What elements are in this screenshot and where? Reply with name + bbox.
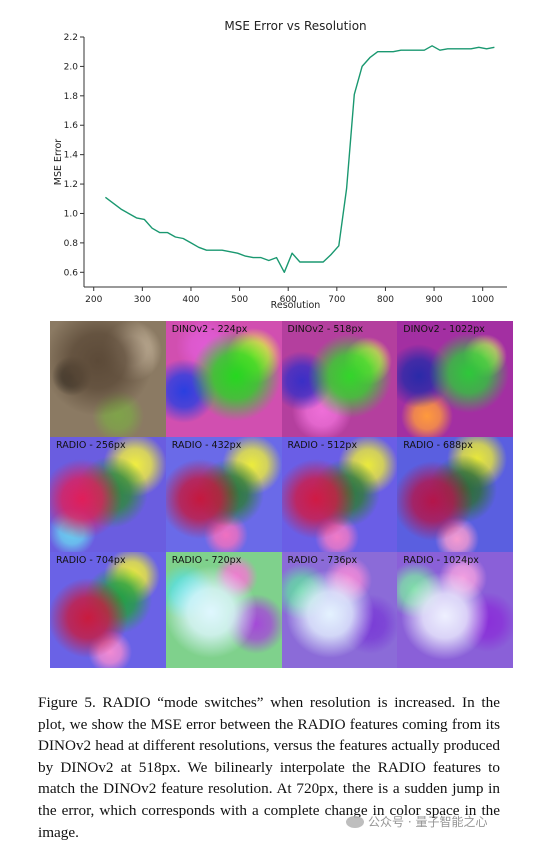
y-tick-label: 1.4	[64, 151, 79, 161]
feature-map-tile: RADIO - 704px	[50, 552, 166, 668]
y-tick-label: 1.6	[64, 121, 79, 131]
y-tick-label: 2.0	[64, 62, 79, 72]
tile-label: RADIO - 1024px	[403, 555, 479, 567]
x-tick-label: 400	[182, 295, 199, 305]
wechat-icon	[346, 815, 364, 828]
watermark-text: 公众号 · 量子智能之心	[368, 815, 488, 829]
tile-label: RADIO - 512px	[287, 439, 358, 451]
tile-label: DINOv2 - 224px	[171, 324, 248, 335]
y-tick-label: 1.2	[64, 180, 78, 190]
tile-label: RADIO - 736px	[287, 555, 358, 567]
x-tick-label: 500	[231, 295, 248, 305]
tile-label: RADIO - 720px	[171, 555, 242, 567]
input-image-tile	[50, 321, 166, 437]
tile-label: RADIO - 704px	[56, 555, 126, 567]
feature-map-tile: RADIO - 432px	[165, 436, 282, 553]
mse-line-chart: 200 300 400 500 600 700 800 900 1000 0.6 0.8 1.0 1.2…	[53, 19, 507, 311]
feature-map-tile: DINOv2 - 518px	[281, 321, 398, 437]
tile-label: RADIO - 432px	[171, 439, 242, 451]
figure-caption: Figure 5. RADIO “mode switches” when res…	[38, 694, 500, 841]
feature-map-tile: RADIO - 512px	[281, 436, 398, 553]
tile-label: DINOv2 - 1022px	[403, 324, 485, 335]
x-tick-label: 200	[85, 295, 102, 305]
x-axis-label: Resolution	[271, 300, 321, 311]
y-tick-label: 1.0	[64, 209, 79, 219]
x-tick-label: 600	[280, 295, 297, 305]
tile-label: DINOv2 - 518px	[287, 324, 364, 335]
x-tick-label: 1000	[471, 295, 494, 305]
feature-map-tile: DINOv2 - 224px	[165, 321, 282, 437]
y-tick-label: 0.8	[64, 239, 79, 249]
x-tick-label: 800	[377, 295, 394, 305]
feature-map-tile: RADIO - 256px	[50, 436, 166, 553]
x-tick-label: 900	[425, 295, 442, 305]
watermark: 公众号 · 量子智能之心	[346, 813, 487, 830]
y-tick-label: 2.2	[64, 33, 78, 43]
y-tick-label: 0.6	[64, 268, 79, 278]
feature-map-tile: DINOv2 - 1022px	[397, 321, 513, 437]
feature-map-tile: RADIO - 688px	[397, 436, 513, 553]
tile-label: RADIO - 256px	[56, 439, 126, 451]
mse-series-line	[104, 45, 495, 273]
y-axis-label: MSE Error	[53, 139, 64, 185]
feature-visualization-grid: DINOv2 - 224px DINOv2 - 518px DINOv2 - 102…	[50, 321, 513, 668]
x-tick-label: 700	[328, 295, 345, 305]
chart-title: MSE Error vs Resolution	[224, 19, 366, 33]
feature-map-tile: RADIO - 720px	[165, 552, 282, 668]
y-tick-label: 1.8	[64, 92, 79, 102]
x-tick-label: 300	[134, 295, 151, 305]
feature-map-tile: RADIO - 1024px	[397, 552, 513, 668]
feature-map-tile: RADIO - 736px	[281, 552, 398, 668]
tile-label: RADIO - 688px	[403, 439, 473, 451]
